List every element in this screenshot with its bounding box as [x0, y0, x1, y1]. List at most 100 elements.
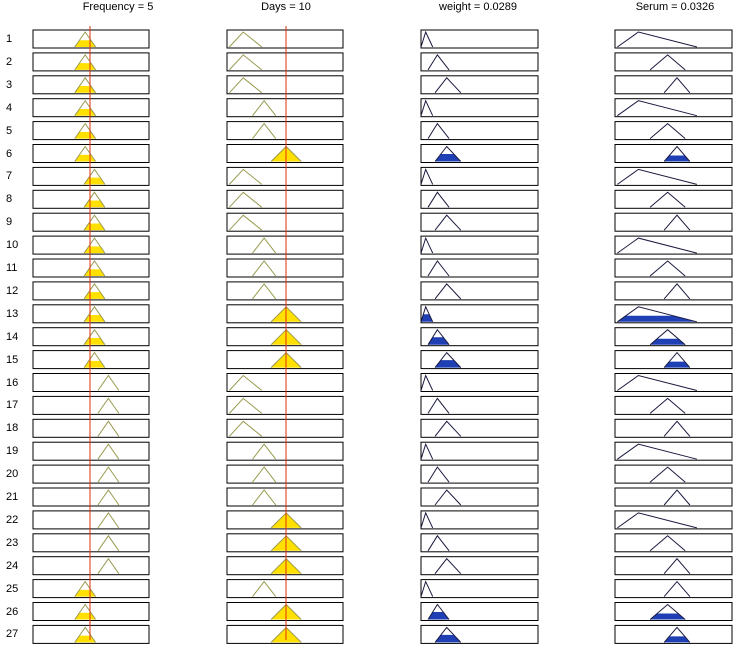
mf-plot-frame [226, 487, 344, 507]
membership-function [649, 54, 686, 71]
mf-plot-frame [420, 121, 539, 141]
mf-plot-frame [420, 533, 539, 553]
membership-function [97, 443, 120, 460]
rule-number: 15 [6, 353, 19, 366]
mf-plot-frame [226, 98, 344, 118]
mf-plot-frame [226, 441, 344, 461]
membership-function [97, 420, 120, 437]
membership-function [228, 54, 263, 71]
rule-17-cell-3 [420, 395, 539, 415]
membership-function [420, 580, 434, 597]
rule-18-cell-1 [32, 418, 150, 438]
rule-27-cell-3 [420, 624, 539, 644]
rule-19-cell-3 [420, 441, 539, 461]
mf-plot-frame [614, 212, 733, 232]
mf-plot-frame [32, 121, 150, 141]
rule-12-cell-1 [32, 281, 150, 301]
membership-function [434, 351, 462, 368]
mf-plot-frame [614, 510, 733, 530]
fired-area [84, 177, 105, 185]
rule-13-cell-4 [614, 304, 733, 324]
membership-function [649, 122, 686, 139]
rule-8-cell-2 [226, 189, 344, 209]
membership-function [83, 191, 106, 208]
membership-function [427, 466, 450, 483]
rule-10-cell-4 [614, 235, 733, 255]
rule-8-cell-1 [32, 189, 150, 209]
membership-function [427, 534, 450, 552]
rule-9-cell-3 [420, 212, 539, 232]
rule-20-cell-4 [614, 464, 733, 484]
rule-2-cell-3 [420, 52, 539, 72]
membership-function [252, 122, 277, 139]
rule-number: 25 [6, 582, 19, 595]
rule-16-cell-4 [614, 373, 733, 392]
membership-function [420, 168, 434, 185]
membership-function [97, 534, 120, 552]
mf-plot-frame [420, 304, 539, 324]
membership-function [663, 580, 691, 597]
mf-plot-frame [32, 212, 150, 232]
rule-27-cell-1 [32, 624, 150, 644]
membership-function [74, 76, 97, 94]
membership-function [420, 511, 434, 529]
mf-plot-frame [32, 189, 150, 209]
membership-function [97, 489, 120, 506]
fired-area [84, 315, 105, 322]
rule-21-cell-2 [226, 487, 344, 507]
rule-number: 12 [6, 284, 19, 297]
rule-6-cell-2 [226, 144, 344, 163]
membership-function [663, 626, 691, 643]
mf-plot-frame [226, 166, 344, 186]
mf-plot-frame [226, 418, 344, 438]
mf-plot-frame [420, 29, 539, 49]
rule-21-cell-3 [420, 487, 539, 507]
membership-function [617, 168, 698, 185]
rule-1-cell-4 [614, 29, 733, 49]
mf-plot-frame [420, 235, 539, 255]
mf-plot-frame [32, 235, 150, 255]
fired-area [664, 636, 690, 643]
membership-function [252, 466, 277, 483]
rule-2-cell-1 [32, 52, 150, 72]
membership-function [74, 626, 97, 643]
mf-plot-frame [32, 98, 150, 118]
fired-area [617, 315, 697, 322]
mf-plot-frame [32, 533, 150, 553]
serum-header: Serum = 0.0326 [635, 1, 715, 13]
rule-20-cell-1 [32, 464, 150, 484]
mf-plot-frame [226, 121, 344, 141]
mf-plot-frame [32, 144, 150, 163]
rule-6-cell-1 [32, 144, 150, 163]
rule-18-cell-2 [226, 418, 344, 438]
membership-function [83, 305, 106, 323]
fired-area [435, 360, 461, 368]
rule-24-cell-3 [420, 556, 539, 576]
rule-22-cell-2 [226, 510, 344, 530]
membership-function [663, 283, 691, 300]
rule-12-cell-2 [226, 281, 344, 301]
rule-16-cell-3 [420, 373, 539, 392]
rule-4-cell-1 [32, 98, 150, 118]
membership-function [427, 603, 450, 620]
membership-function [252, 443, 277, 460]
rule-19-cell-2 [226, 441, 344, 461]
membership-function [434, 626, 462, 643]
membership-function [228, 397, 263, 414]
rule-17-cell-1 [32, 395, 150, 415]
membership-function [427, 328, 450, 346]
rule-25-cell-3 [420, 579, 539, 599]
mf-plot-frame [420, 189, 539, 209]
rule-19-cell-1 [32, 441, 150, 461]
membership-function [228, 374, 263, 391]
rule-15-cell-4 [614, 350, 733, 370]
mf-plot-frame [614, 281, 733, 301]
rule-3-cell-3 [420, 75, 539, 95]
mf-plot-frame [32, 350, 150, 370]
rule-number: 19 [6, 445, 19, 458]
rule-13-cell-1 [32, 304, 150, 324]
membership-function [434, 420, 462, 437]
rule-5-cell-1 [32, 121, 150, 141]
mf-plot-frame [420, 556, 539, 576]
rule-12-cell-4 [614, 281, 733, 301]
